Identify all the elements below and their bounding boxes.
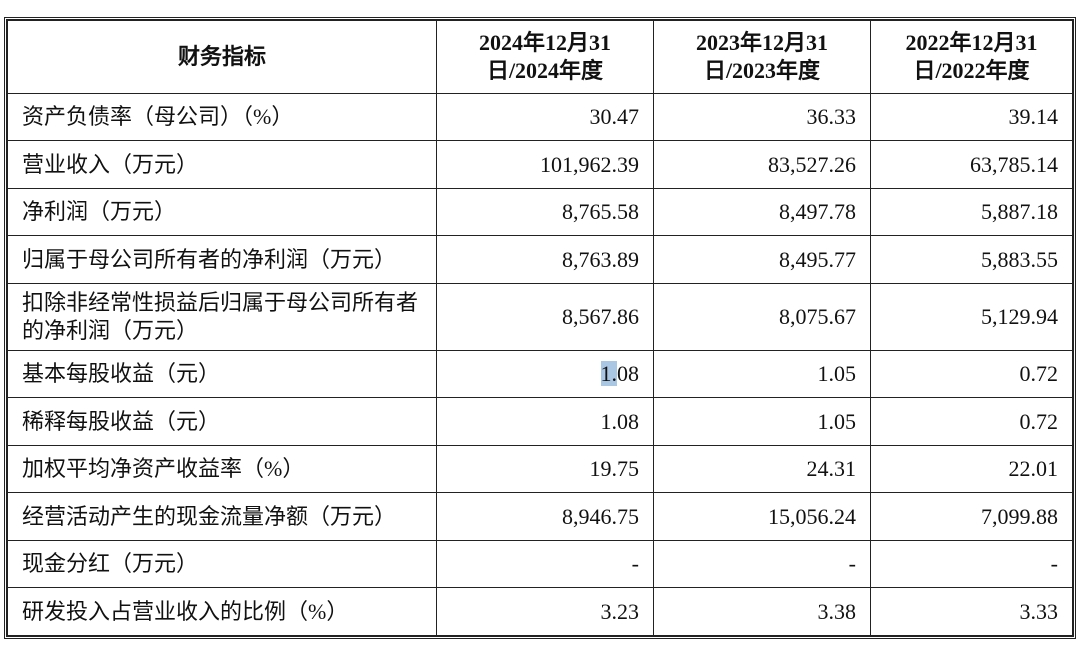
cell-2023: 15,056.24 [653, 492, 871, 541]
financial-table-frame: 财务指标 2024年12月31日/2024年度 2023年12月31日/2023… [4, 17, 1076, 639]
table-row: 经营活动产生的现金流量净额（万元） 8,946.75 15,056.24 7,099.… [7, 492, 1073, 541]
header-2022: 2022年12月31日/2022年度 [870, 20, 1073, 94]
cell-2022: - [870, 539, 1073, 589]
cell-2023: 36.33 [653, 92, 871, 142]
row-label: 加权平均净资产收益率（%） [7, 444, 437, 494]
cell-2023: 83,527.26 [653, 140, 871, 189]
cell-2022: 63,785.14 [870, 140, 1073, 189]
cell-2022: 5,883.55 [870, 235, 1073, 284]
cell-2023: 8,497.78 [653, 187, 871, 237]
cell-2024: 8,763.89 [436, 235, 654, 284]
header-2023: 2023年12月31日/2023年度 [653, 20, 871, 94]
cell-2023: 1.05 [653, 397, 871, 446]
table-row: 研发投入占营业收入的比例（%） 3.23 3.38 3.33 [7, 587, 1073, 636]
financial-indicators-table: 财务指标 2024年12月31日/2024年度 2023年12月31日/2023… [7, 20, 1073, 636]
table-row: 稀释每股收益（元） 1.08 1.05 0.72 [7, 397, 1073, 446]
cell-2023: 8,075.67 [653, 282, 871, 351]
cell-2024: 8,567.86 [436, 282, 654, 351]
cell-2023: 8,495.77 [653, 235, 871, 284]
cell-2023: 1.05 [653, 349, 871, 399]
row-label: 归属于母公司所有者的净利润（万元） [7, 235, 437, 284]
cell-2022: 3.33 [870, 587, 1073, 636]
cell-2023: 24.31 [653, 444, 871, 494]
cell-2022: 7,099.88 [870, 492, 1073, 541]
row-label: 研发投入占营业收入的比例（%） [7, 587, 437, 636]
table-row: 净利润（万元） 8,765.58 8,497.78 5,887.18 [7, 187, 1073, 237]
row-label: 经营活动产生的现金流量净额（万元） [7, 492, 437, 541]
table-row: 现金分红（万元） - - - [7, 539, 1073, 589]
cell-2022: 5,129.94 [870, 282, 1073, 351]
row-label: 净利润（万元） [7, 187, 437, 237]
cell-2022: 0.72 [870, 349, 1073, 399]
cell-2024: 8,765.58 [436, 187, 654, 237]
cell-2024: 30.47 [436, 92, 654, 142]
row-label: 营业收入（万元） [7, 140, 437, 189]
row-label: 扣除非经常性损益后归属于母公司所有者的净利润（万元） [7, 282, 437, 351]
row-label: 现金分红（万元） [7, 539, 437, 589]
cell-2024: 8,946.75 [436, 492, 654, 541]
header-indicator: 财务指标 [7, 20, 437, 94]
table-row: 资产负债率（母公司）（%） 30.47 36.33 39.14 [7, 92, 1073, 142]
cell-2023: 3.38 [653, 587, 871, 636]
table-row: 基本每股收益（元） 1.08 1.05 0.72 [7, 349, 1073, 399]
cell-2024: 19.75 [436, 444, 654, 494]
cell-2024: 1.08 [436, 397, 654, 446]
cell-2023: - [653, 539, 871, 589]
cell-2022: 0.72 [870, 397, 1073, 446]
row-label: 资产负债率（母公司）（%） [7, 92, 437, 142]
cell-2024: 3.23 [436, 587, 654, 636]
cell-2024: 101,962.39 [436, 140, 654, 189]
table-row: 扣除非经常性损益后归属于母公司所有者的净利润（万元） 8,567.86 8,075.… [7, 282, 1073, 351]
row-label: 基本每股收益（元） [7, 349, 437, 399]
cell-2022: 22.01 [870, 444, 1073, 494]
table-row: 营业收入（万元） 101,962.39 83,527.26 63,785.14 [7, 140, 1073, 189]
cell-2024: 1.08 [436, 349, 654, 399]
cell-2024: - [436, 539, 654, 589]
row-label: 稀释每股收益（元） [7, 397, 437, 446]
table-row: 归属于母公司所有者的净利润（万元） 8,763.89 8,495.77 5,883.5… [7, 235, 1073, 284]
table-header-row: 财务指标 2024年12月31日/2024年度 2023年12月31日/2023… [7, 20, 1073, 94]
table-row: 加权平均净资产收益率（%） 19.75 24.31 22.01 [7, 444, 1073, 494]
header-2024: 2024年12月31日/2024年度 [436, 20, 654, 94]
cell-2022: 39.14 [870, 92, 1073, 142]
cell-2022: 5,887.18 [870, 187, 1073, 237]
